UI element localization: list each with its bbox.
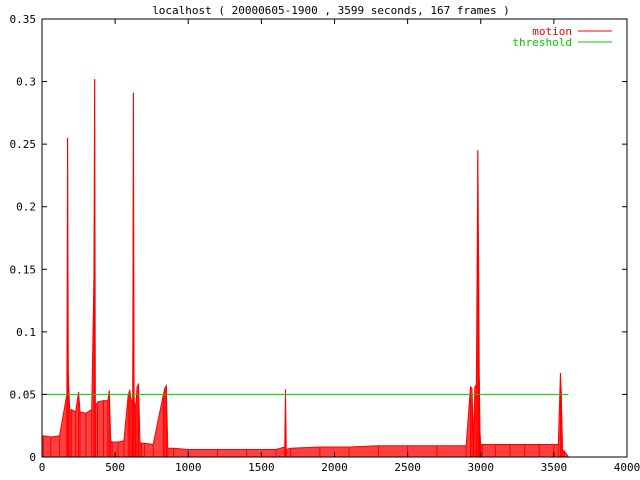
x-tick-label: 4000	[614, 461, 640, 474]
x-tick-label: 0	[39, 461, 46, 474]
motion-series-area	[41, 79, 570, 458]
x-tick-label: 1500	[248, 461, 275, 474]
legend-label-motion: motion	[532, 25, 572, 38]
x-tick-label: 2000	[321, 461, 348, 474]
x-tick-label: 3500	[541, 461, 568, 474]
y-tick-label: 0.05	[10, 388, 37, 401]
legend: motion threshold	[512, 25, 612, 49]
y-tick-label: 0.2	[16, 201, 36, 214]
x-tick-label: 1000	[175, 461, 202, 474]
y-tick-label: 0.1	[16, 326, 36, 339]
chart-title: localhost ( 20000605-1900 , 3599 seconds…	[152, 4, 510, 17]
legend-label-threshold: threshold	[512, 36, 572, 49]
x-tick-label: 500	[105, 461, 125, 474]
x-tick-label: 2500	[394, 461, 421, 474]
y-tick-label: 0.25	[10, 138, 37, 151]
x-tick-label: 3000	[468, 461, 495, 474]
series-layer	[41, 79, 570, 458]
axis-layer: 0 500 1000 1500 2000 2500 3000 3500 4000 0 0.05 0.1…	[10, 13, 640, 474]
y-tick-label: 0.15	[10, 263, 37, 276]
y-tick-label: 0	[29, 451, 36, 464]
y-tick-label: 0.35	[10, 13, 37, 26]
y-tick-label: 0.3	[16, 76, 36, 89]
